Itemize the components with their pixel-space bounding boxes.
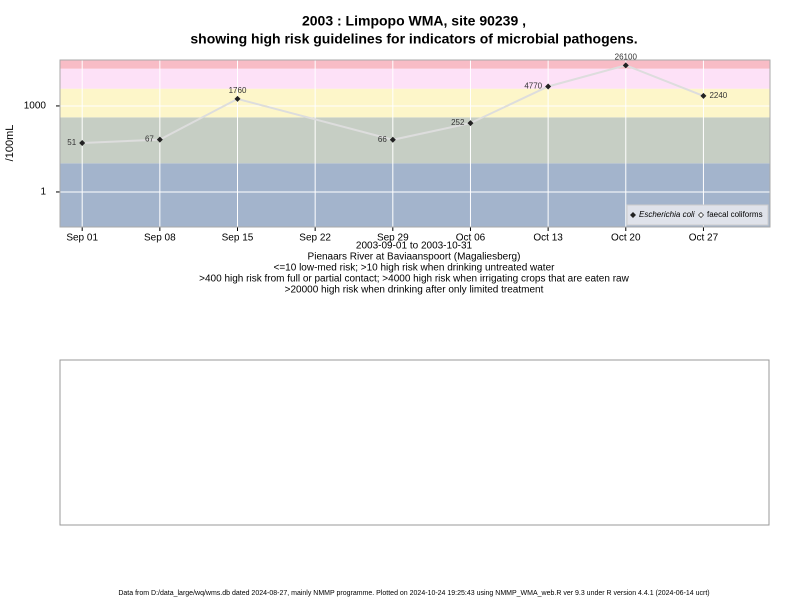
chart-title: 2003 : Limpopo WMA, site 90239 , (302, 13, 526, 29)
x-tick-label: Sep 01 (66, 233, 98, 244)
data-point (156, 136, 163, 143)
data-label: 67 (145, 135, 154, 144)
data-label: 66 (378, 135, 387, 144)
data-point (389, 136, 396, 143)
data-point (467, 120, 474, 127)
data-label: 2240 (709, 91, 727, 100)
data-label: 51 (67, 138, 76, 147)
x-tick-label: Oct 27 (689, 233, 719, 244)
legend-marker (630, 212, 636, 218)
data-label: 4770 (524, 82, 542, 91)
series-line (82, 64, 704, 144)
risk-band (60, 117, 770, 164)
subtitle-line: <=10 low-med risk; >10 high risk when dr… (274, 263, 556, 274)
y-axis-label: /100mL (4, 125, 16, 162)
risk-band (60, 60, 770, 69)
data-point (79, 139, 86, 146)
risk-band (60, 68, 770, 89)
x-tick-label: Oct 06 (456, 233, 486, 244)
subtitle-line: >20000 high risk when drinking after onl… (285, 285, 544, 296)
data-label: 252 (451, 118, 465, 127)
data-point (700, 92, 707, 99)
x-tick-label: Sep 29 (377, 233, 409, 244)
data-point (234, 95, 241, 102)
subtitle-line: 2003-09-01 to 2003-10-31 (356, 241, 473, 252)
data-label: 1760 (229, 86, 247, 95)
legend-label: Escherichia coli (639, 210, 695, 219)
chart-title-2: showing high risk guidelines for indicat… (190, 31, 637, 47)
footer: Data from D:/data_large/wq/wms.db dated … (118, 590, 709, 597)
x-tick-label: Sep 15 (222, 233, 254, 244)
legend-marker (698, 212, 704, 218)
empty-panel (59, 359, 770, 526)
x-tick-label: Oct 13 (533, 233, 563, 244)
risk-band (60, 88, 770, 118)
x-tick-label: Sep 22 (299, 233, 331, 244)
subtitle-line: >400 high risk from full or partial cont… (199, 274, 629, 285)
data-point (622, 62, 629, 69)
data-point (545, 83, 552, 90)
x-tick-label: Sep 08 (144, 233, 176, 244)
legend-box (626, 204, 769, 226)
subtitle-line: Pienaars River at Baviaanspoort (Magalie… (308, 252, 521, 263)
plot-frame (59, 59, 771, 228)
y-tick-label: 1000 (24, 101, 47, 112)
legend-label: faecal coliforms (707, 210, 763, 219)
y-tick-label: 1 (40, 187, 46, 198)
x-tick-label: Oct 20 (611, 233, 641, 244)
data-label: 26100 (615, 52, 638, 61)
